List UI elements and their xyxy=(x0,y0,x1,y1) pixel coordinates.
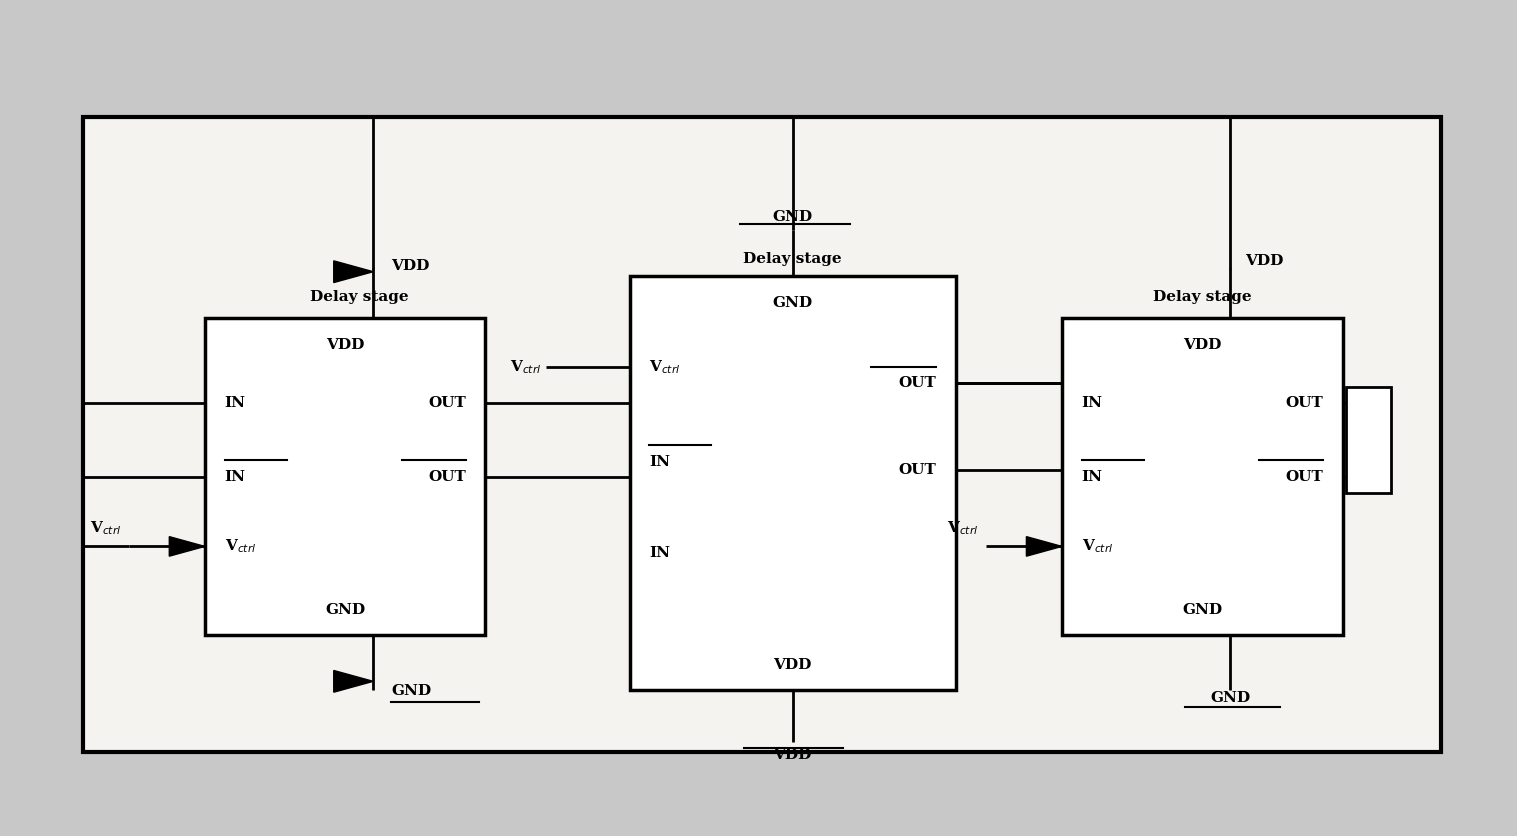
Bar xyxy=(630,276,956,690)
Text: V$_{ctrl}$: V$_{ctrl}$ xyxy=(1082,538,1113,555)
Text: Delay stage: Delay stage xyxy=(1153,290,1252,303)
Text: V$_{ctrl}$: V$_{ctrl}$ xyxy=(225,538,256,555)
Text: GND: GND xyxy=(1182,604,1223,617)
Text: Delay stage: Delay stage xyxy=(309,290,408,303)
Text: GND: GND xyxy=(1211,691,1250,705)
Bar xyxy=(1346,387,1391,493)
Text: V$_{ctrl}$: V$_{ctrl}$ xyxy=(649,358,681,375)
Text: OUT: OUT xyxy=(428,396,466,410)
Text: IN: IN xyxy=(225,396,246,410)
Polygon shape xyxy=(334,261,373,283)
Text: V$_{ctrl}$: V$_{ctrl}$ xyxy=(90,519,121,537)
Text: VDD: VDD xyxy=(774,748,812,762)
Text: OUT: OUT xyxy=(1285,396,1323,410)
Text: IN: IN xyxy=(225,470,246,483)
Text: VDD: VDD xyxy=(391,259,429,273)
Text: V$_{ctrl}$: V$_{ctrl}$ xyxy=(947,519,978,537)
Polygon shape xyxy=(170,537,205,556)
Text: OUT: OUT xyxy=(428,470,466,483)
Text: OUT: OUT xyxy=(1285,470,1323,483)
Text: VDD: VDD xyxy=(1245,254,1283,268)
Text: OUT: OUT xyxy=(898,376,936,390)
Text: IN: IN xyxy=(649,546,671,560)
Text: GND: GND xyxy=(772,211,813,224)
Text: VDD: VDD xyxy=(326,339,364,352)
Bar xyxy=(1062,318,1343,635)
Text: GND: GND xyxy=(772,297,813,310)
Text: Delay stage: Delay stage xyxy=(743,252,842,266)
Text: VDD: VDD xyxy=(1183,339,1221,352)
Polygon shape xyxy=(1027,537,1062,556)
Bar xyxy=(83,117,1441,752)
Text: IN: IN xyxy=(1082,396,1103,410)
Polygon shape xyxy=(334,670,373,692)
Text: GND: GND xyxy=(325,604,366,617)
Text: VDD: VDD xyxy=(774,658,812,671)
Text: IN: IN xyxy=(1082,470,1103,483)
Text: V$_{ctrl}$: V$_{ctrl}$ xyxy=(510,358,542,375)
Text: IN: IN xyxy=(649,455,671,469)
Text: GND: GND xyxy=(391,685,431,698)
Text: OUT: OUT xyxy=(898,463,936,477)
Bar xyxy=(205,318,485,635)
